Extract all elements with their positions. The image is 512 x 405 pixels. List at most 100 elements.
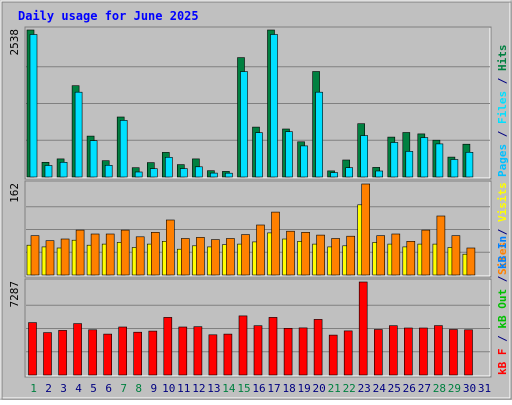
bar-files [104,165,113,178]
bar-sites [361,183,371,276]
bar-sites [346,235,356,276]
x-tick-label: 1 [30,382,37,395]
x-tick-label: 21 [328,382,341,395]
legend-entry: / [496,124,509,144]
x-axis: 1 2 3 4 5 6 7 8 9 10 11 12 13 14 15 16 17 18 19 20 21 22 23 24 2… [30,382,491,395]
bar-sites [316,234,325,276]
x-tick-label: 31 [478,382,491,395]
x-tick-label: 20 [312,382,325,395]
legend-entry: Visits [496,182,509,222]
bar-sites [135,236,145,276]
bar-files [29,34,38,178]
bar-sites [376,235,386,276]
x-tick-label: 18 [282,382,295,395]
bar-kb-f [358,281,368,376]
bar-sites [241,234,250,276]
bar-sites [226,238,235,276]
x-tick-label: 4 [75,382,82,395]
bar-files [285,131,293,178]
bar-kb-f [178,326,188,376]
bar-kb-f [328,334,338,376]
x-tick-label: 12 [192,382,205,395]
bar-kb-f [343,330,353,376]
x-tick-label: 14 [222,382,236,395]
x-tick-label: 10 [162,382,175,395]
y-max-label: 7287 [8,281,21,308]
bar-sites [451,235,461,276]
x-tick-label: 19 [297,382,310,395]
bar-sites [196,237,205,276]
x-tick-label: 6 [105,382,112,395]
x-tick-label: 2 [45,382,52,395]
bar-files [134,171,143,178]
bar-files [210,172,218,178]
x-tick-label: 5 [90,382,97,395]
bar-kb-f [163,317,173,376]
y-max-label: 2538 [8,29,21,56]
bar-kb-f [419,327,428,376]
x-tick-label: 8 [135,382,142,395]
chart-title: Daily usage for June 2025 [18,9,199,23]
bar-sites [421,229,431,276]
bar-sites [75,229,85,276]
x-tick-label: 30 [463,382,476,395]
bar-files [225,172,233,178]
x-tick-label: 13 [207,382,220,395]
bar-kb-f [208,334,218,376]
bar-sites [151,232,160,276]
bar-kb-f [103,333,112,376]
bar-kb-f [313,319,323,376]
x-tick-label: 23 [358,382,371,395]
legend-entry: / [496,329,509,349]
bar-files [44,165,53,178]
panel-hits: 2538 Pages / Files / Hits [8,26,509,180]
bar-kb-f [193,326,203,376]
legend-entry: / [496,71,509,91]
bar-files [255,132,263,178]
legend-visits: Sites / Visits [496,182,509,275]
bar-files [165,157,173,178]
legend-kbytes: kB F / kB Out / kB In [496,236,509,375]
bar-files [315,91,323,178]
bar-kb-f [118,326,127,376]
bar-sites [436,215,446,276]
bar-files [345,167,354,178]
bar-kb-f [283,327,293,376]
x-tick-label: 15 [237,382,250,395]
bar-kb-f [464,329,473,376]
bar-files [405,151,414,178]
legend-entry: Pages [496,144,509,177]
bar-sites [286,230,295,276]
bar-kb-f [449,329,458,376]
bar-kb-f [434,325,443,376]
bar-sites [466,247,476,276]
legend-entry: Files [496,91,509,124]
legend-entry: / [496,269,509,289]
legend-hits: Pages / Files / Hits [496,45,509,178]
bar-kb-f [223,333,233,376]
bar-sites [30,235,40,276]
bar-files [240,71,248,178]
legend-entry: Hits [496,45,509,72]
legend-entry: / [496,222,509,242]
bar-files [435,143,444,178]
bar-kb-f [28,322,37,376]
legend-entry: kB F [496,349,509,376]
x-tick-label: 26 [403,382,416,395]
x-tick-label: 7 [120,382,127,395]
bar-kb-f [73,323,82,376]
bar-sites [271,211,280,276]
bar-sites [331,238,340,276]
bar-files [300,145,308,178]
bar-kb-f [403,327,413,376]
bar-sites [301,232,310,276]
bar-files [330,172,338,178]
legend-entry: kB Out [496,289,509,329]
bar-kb-f [88,329,97,376]
bar-files [195,166,203,178]
bar-kb-f [298,327,308,376]
bar-sites [120,229,130,276]
bar-sites [391,233,401,276]
